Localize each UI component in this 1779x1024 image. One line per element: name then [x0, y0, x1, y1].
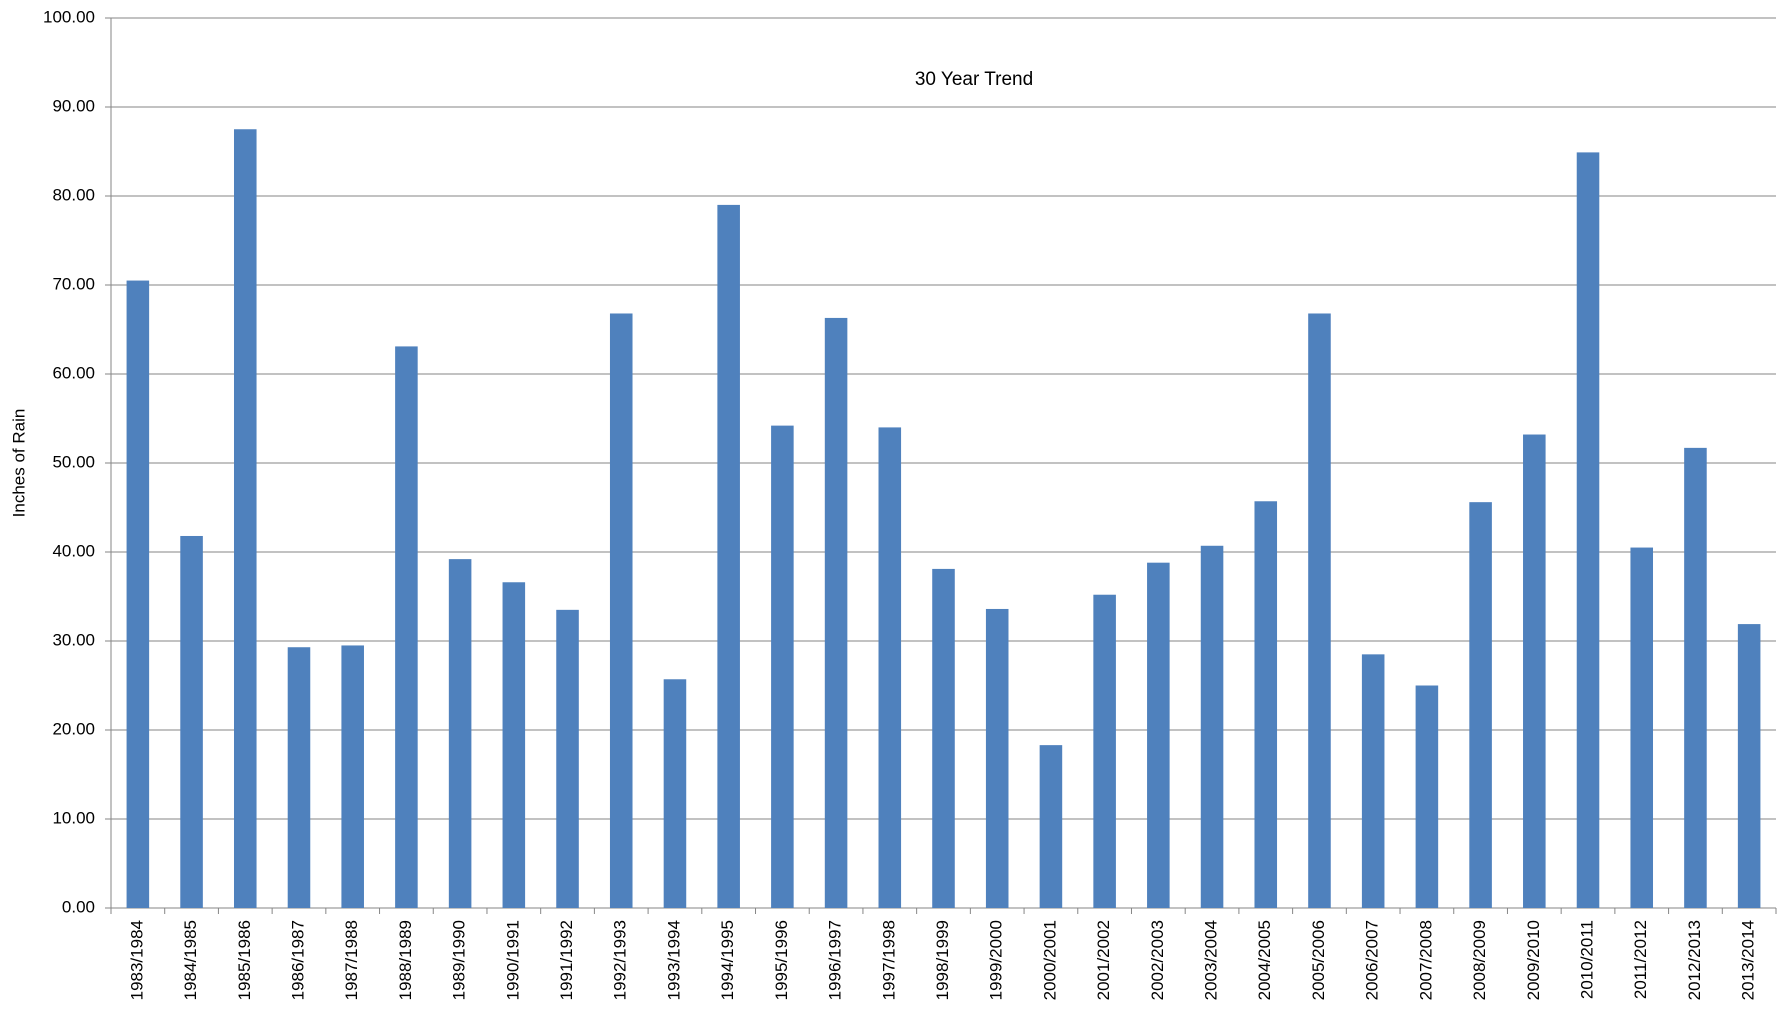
- bar: [180, 535, 203, 908]
- bar: [1039, 745, 1063, 908]
- y-tick-label: 30.00: [52, 630, 95, 649]
- bar: [1254, 501, 1278, 908]
- x-tick-label: 1987/1988: [342, 920, 361, 1000]
- bar: [1630, 547, 1654, 908]
- y-tick-label: 90.00: [52, 96, 95, 115]
- x-tick-label: 1986/1987: [288, 920, 307, 1000]
- y-tick-label: 0.00: [62, 897, 95, 916]
- x-tick-label: 1991/1992: [557, 920, 576, 1000]
- bar: [1147, 562, 1170, 908]
- x-tick-label: 1983/1984: [127, 920, 146, 1000]
- x-tick-label: 2011/2012: [1631, 920, 1650, 999]
- bar: [1737, 624, 1761, 908]
- y-tick-label: 60.00: [52, 363, 95, 382]
- y-tick-label: 10.00: [52, 808, 95, 827]
- x-tick-label: 2002/2003: [1148, 920, 1167, 1000]
- bar: [287, 647, 311, 908]
- x-tick-label: 2000/2001: [1040, 920, 1059, 1000]
- bar: [556, 609, 579, 908]
- x-tick-label: 1994/1995: [718, 920, 737, 1000]
- x-tick-label: 1990/1991: [503, 920, 522, 1000]
- bar: [1200, 545, 1224, 908]
- x-tick-label: 1985/1986: [235, 920, 254, 1000]
- bar: [609, 313, 633, 909]
- y-axis-label: Inches of Rain: [9, 409, 28, 518]
- x-tick-label: 1995/1996: [772, 920, 791, 1000]
- bar: [1469, 502, 1492, 908]
- bar: [1576, 152, 1600, 908]
- bar: [1684, 447, 1707, 908]
- bar: [878, 427, 902, 908]
- bar: [1523, 434, 1546, 908]
- x-tick-label: 2013/2014: [1739, 920, 1758, 1000]
- y-tick-label: 100.00: [43, 7, 95, 26]
- bar: [932, 568, 955, 908]
- bar: [502, 582, 526, 908]
- x-tick-label: 1996/1997: [826, 920, 845, 1000]
- y-tick-label: 40.00: [52, 541, 95, 560]
- x-tick-label: 1993/1994: [664, 920, 683, 1000]
- x-tick-label: 1998/1999: [933, 920, 952, 1000]
- x-tick-label: 2012/2013: [1685, 920, 1704, 1000]
- bar: [824, 317, 848, 908]
- x-tick-label: 1988/1989: [396, 920, 415, 1000]
- x-tick-label: 2010/2011: [1578, 920, 1597, 999]
- bar: [1361, 654, 1385, 908]
- bar: [771, 425, 794, 908]
- y-tick-label: 50.00: [52, 452, 95, 471]
- x-tick-label: 2003/2004: [1202, 920, 1221, 1000]
- x-tick-label: 1999/2000: [987, 920, 1006, 1000]
- y-tick-label: 70.00: [52, 274, 95, 293]
- bar: [1308, 313, 1331, 909]
- x-tick-label: 1989/1990: [450, 920, 469, 1000]
- bar: [717, 204, 740, 908]
- bar: [663, 679, 687, 908]
- x-tick-label: 1997/1998: [879, 920, 898, 1000]
- x-tick-label: 2004/2005: [1255, 920, 1274, 1000]
- x-tick-label: 2006/2007: [1363, 920, 1382, 1000]
- x-tick-label: 1984/1985: [181, 920, 200, 1000]
- x-tick-label: 2008/2009: [1470, 920, 1489, 1000]
- bar: [1415, 685, 1439, 908]
- bar: [341, 645, 364, 908]
- x-tick-label: 2005/2006: [1309, 920, 1328, 1000]
- chart-title: 30 Year Trend: [915, 69, 1033, 90]
- x-tick-label: 2007/2008: [1416, 920, 1435, 1000]
- bar: [448, 559, 472, 908]
- y-tick-label: 20.00: [52, 719, 95, 738]
- bar: [1093, 594, 1116, 908]
- bar: [126, 280, 150, 908]
- bar: [233, 129, 257, 908]
- bar: [395, 346, 418, 908]
- x-tick-label: 2009/2010: [1524, 920, 1543, 1000]
- bar: [985, 608, 1009, 908]
- x-tick-label: 1992/1993: [611, 920, 630, 1000]
- y-tick-label: 80.00: [52, 185, 95, 204]
- x-tick-label: 2001/2002: [1094, 920, 1113, 1000]
